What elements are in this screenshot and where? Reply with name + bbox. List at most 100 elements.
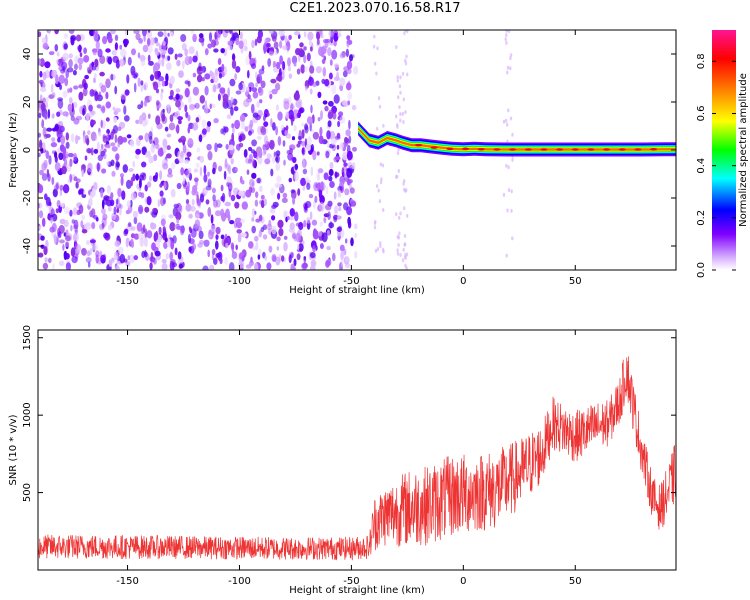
noise-speckle (62, 52, 69, 61)
noise-speckle (100, 143, 104, 150)
noise-speckle (193, 168, 199, 173)
noise-speckle (334, 156, 341, 161)
noise-speckle (213, 118, 219, 124)
noise-speckle (176, 225, 183, 230)
noise-speckle (346, 42, 350, 48)
noise-speckle (245, 56, 250, 66)
noise-speckle (109, 199, 115, 207)
noise-speckle (505, 33, 508, 37)
noise-speckle (395, 114, 398, 119)
noise-speckle (84, 155, 88, 161)
noise-speckle (86, 240, 90, 246)
ridge-core (415, 143, 423, 147)
noise-speckle (182, 176, 185, 185)
noise-speckle (336, 144, 340, 150)
ridge-core (556, 148, 564, 151)
noise-speckle (54, 162, 61, 172)
noise-speckle (506, 65, 510, 70)
noise-speckle (100, 150, 105, 157)
noise-speckle (159, 190, 164, 197)
noise-speckle (397, 243, 400, 248)
noise-speckle (107, 36, 113, 44)
noise-speckle (215, 240, 219, 250)
noise-speckle (231, 133, 235, 142)
noise-speckle (204, 48, 209, 56)
noise-speckle (353, 223, 358, 230)
noise-speckle (204, 100, 207, 109)
noise-speckle (323, 217, 326, 222)
noise-speckle (227, 213, 231, 222)
noise-speckle (127, 222, 132, 228)
noise-speckle (309, 211, 313, 220)
noise-speckle (199, 240, 205, 245)
noise-speckle (135, 173, 139, 181)
noise-speckle (247, 158, 253, 164)
noise-speckle (162, 40, 166, 46)
noise-speckle (207, 171, 210, 177)
noise-speckle (239, 114, 246, 122)
noise-speckle (194, 102, 200, 109)
noise-speckle (296, 143, 301, 148)
noise-speckle (334, 63, 339, 69)
noise-speckle (205, 199, 210, 205)
colorbar-ticks: 0.0 0.2 0.4 0.6 0.8 (696, 53, 736, 278)
noise-speckle (275, 82, 281, 91)
noise-speckle (53, 234, 57, 245)
noise-speckle (207, 178, 212, 188)
noise-speckle (328, 175, 333, 182)
noise-speckle (58, 58, 63, 64)
noise-speckle (375, 184, 379, 189)
noise-speckle (178, 70, 184, 78)
noise-speckle (187, 95, 192, 104)
noise-speckle (225, 242, 229, 249)
noise-speckle (158, 44, 162, 51)
noise-speckle (270, 118, 273, 128)
noise-speckle (272, 60, 277, 69)
noise-speckle (269, 139, 275, 150)
noise-speckle (51, 92, 56, 98)
ridge-core (493, 148, 501, 151)
noise-speckle (241, 180, 245, 185)
noise-speckle (163, 181, 167, 190)
noise-speckle (373, 61, 377, 66)
noise-speckle (298, 47, 304, 55)
noise-speckle (73, 118, 80, 125)
colorbar-tick-label: 0.2 (696, 210, 707, 226)
noise-speckle (95, 40, 100, 50)
noise-speckle (180, 167, 185, 176)
noise-speckle (328, 30, 334, 38)
noise-speckle (342, 70, 348, 78)
noise-speckle (245, 264, 252, 269)
noise-speckle (114, 108, 121, 113)
noise-speckle (334, 135, 341, 140)
noise-speckle (330, 137, 337, 146)
bottom-plot-frame (37, 329, 677, 571)
noise-speckle (399, 118, 402, 123)
noise-speckle (251, 172, 257, 179)
noise-speckle (248, 50, 252, 60)
noise-speckle (149, 262, 153, 270)
noise-speckle (125, 209, 130, 215)
noise-speckle (115, 198, 119, 205)
noise-speckle (336, 226, 342, 233)
noise-speckle (502, 192, 506, 197)
noise-speckle (396, 234, 400, 239)
noise-speckle (316, 151, 320, 156)
noise-speckle (141, 250, 146, 258)
noise-speckle (95, 95, 100, 101)
noise-speckle (288, 177, 293, 183)
noise-speckle (86, 147, 92, 154)
noise-speckle (246, 169, 250, 175)
top-x-axis: -150 -100 -50 0 50 (116, 30, 582, 287)
noise-speckle (72, 207, 78, 216)
noise-speckle (322, 100, 328, 105)
noise-speckle (372, 44, 376, 49)
noise-speckle (306, 182, 311, 190)
noise-speckle (100, 119, 103, 128)
noise-speckle (187, 138, 194, 148)
noise-speckle (151, 258, 156, 264)
noise-speckle (345, 48, 349, 58)
noise-speckle (280, 124, 285, 131)
noise-speckle (38, 31, 42, 38)
noise-speckle (137, 52, 141, 59)
